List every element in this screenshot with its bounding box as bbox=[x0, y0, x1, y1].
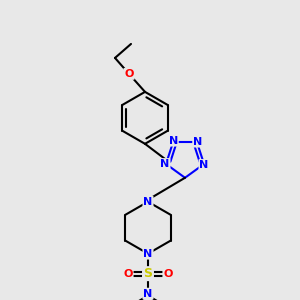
Text: O: O bbox=[124, 69, 134, 79]
Text: S: S bbox=[143, 267, 152, 280]
Text: O: O bbox=[123, 269, 133, 279]
Text: N: N bbox=[160, 159, 169, 169]
Text: N: N bbox=[143, 249, 153, 259]
Text: O: O bbox=[163, 269, 173, 279]
Text: N: N bbox=[143, 289, 153, 298]
Text: N: N bbox=[200, 160, 208, 170]
Text: N: N bbox=[193, 136, 203, 147]
Text: N: N bbox=[169, 136, 178, 146]
Text: N: N bbox=[143, 197, 153, 207]
